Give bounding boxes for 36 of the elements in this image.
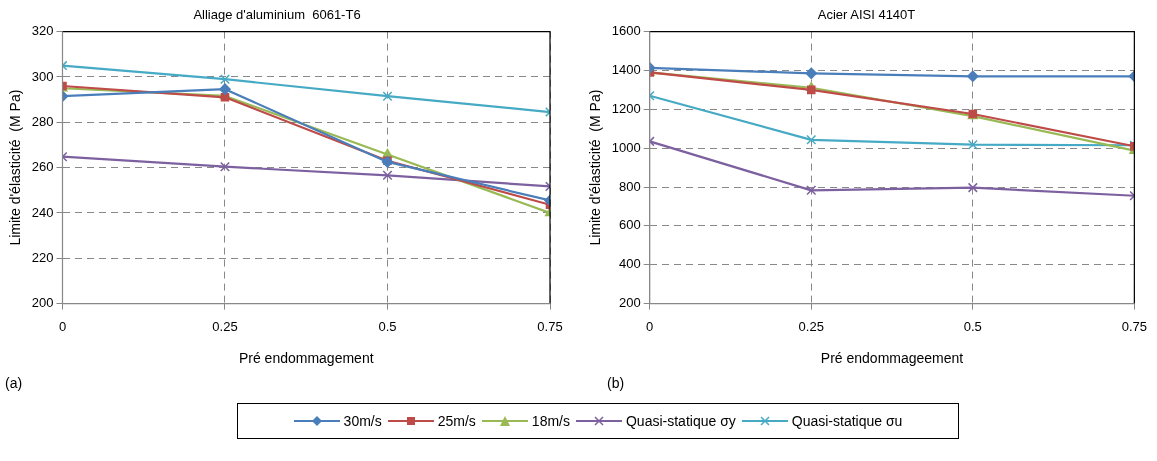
text: (b) <box>607 375 625 391</box>
x-axis-title: Pré endommagement <box>238 350 374 367</box>
x-tick-label: 0.25 <box>212 318 238 334</box>
y-tick-label: 200 <box>619 295 641 311</box>
text: (a) <box>5 375 23 391</box>
x-tick-label: 0.75 <box>537 318 563 334</box>
y-tick-label: 800 <box>619 178 641 194</box>
x-tick-label: 0.5 <box>963 318 982 334</box>
legend-label: 18m/s <box>531 413 570 429</box>
legend-label: 30m/s <box>343 413 382 429</box>
y-tick-label: 400 <box>619 256 641 272</box>
y-tick-label: 200 <box>31 295 54 311</box>
y-axis-title: Limite d'élasticité (M Pa) <box>587 89 604 246</box>
legend-label: Quasi-statique σu <box>791 413 903 429</box>
y-tick-label: 240 <box>31 204 54 220</box>
x-axis-title: Pré endommageement <box>820 350 964 367</box>
y-tick-label: 1600 <box>611 23 641 39</box>
y-tick-label: 1400 <box>611 62 641 78</box>
y-tick-label: 220 <box>31 249 54 265</box>
x-tick-label: 0 <box>58 318 67 334</box>
x-tick-label: 0.25 <box>798 318 824 334</box>
y-tick-label: 300 <box>31 68 54 84</box>
x-tick-label: 0.75 <box>1121 318 1148 334</box>
x-tick-label: 0 <box>646 318 654 334</box>
y-tick-label: 1200 <box>611 100 641 116</box>
y-tick-label: 260 <box>31 159 54 175</box>
y-tick-label: 280 <box>31 113 54 129</box>
legend-label: 25m/s <box>437 413 476 429</box>
y-tick-label: 1000 <box>611 139 641 155</box>
y-tick-label: 600 <box>619 217 641 233</box>
legend-label: Quasi-statique σy <box>625 413 736 429</box>
y-tick-label: 320 <box>31 23 54 39</box>
chart-title: Alliage d'aluminium 6061-T6 <box>193 7 361 23</box>
y-axis-title: Limite d'élasticité (M Pa) <box>7 89 24 246</box>
chart-title: Acier AISI 4140T <box>817 7 916 23</box>
x-tick-label: 0.5 <box>378 318 397 334</box>
